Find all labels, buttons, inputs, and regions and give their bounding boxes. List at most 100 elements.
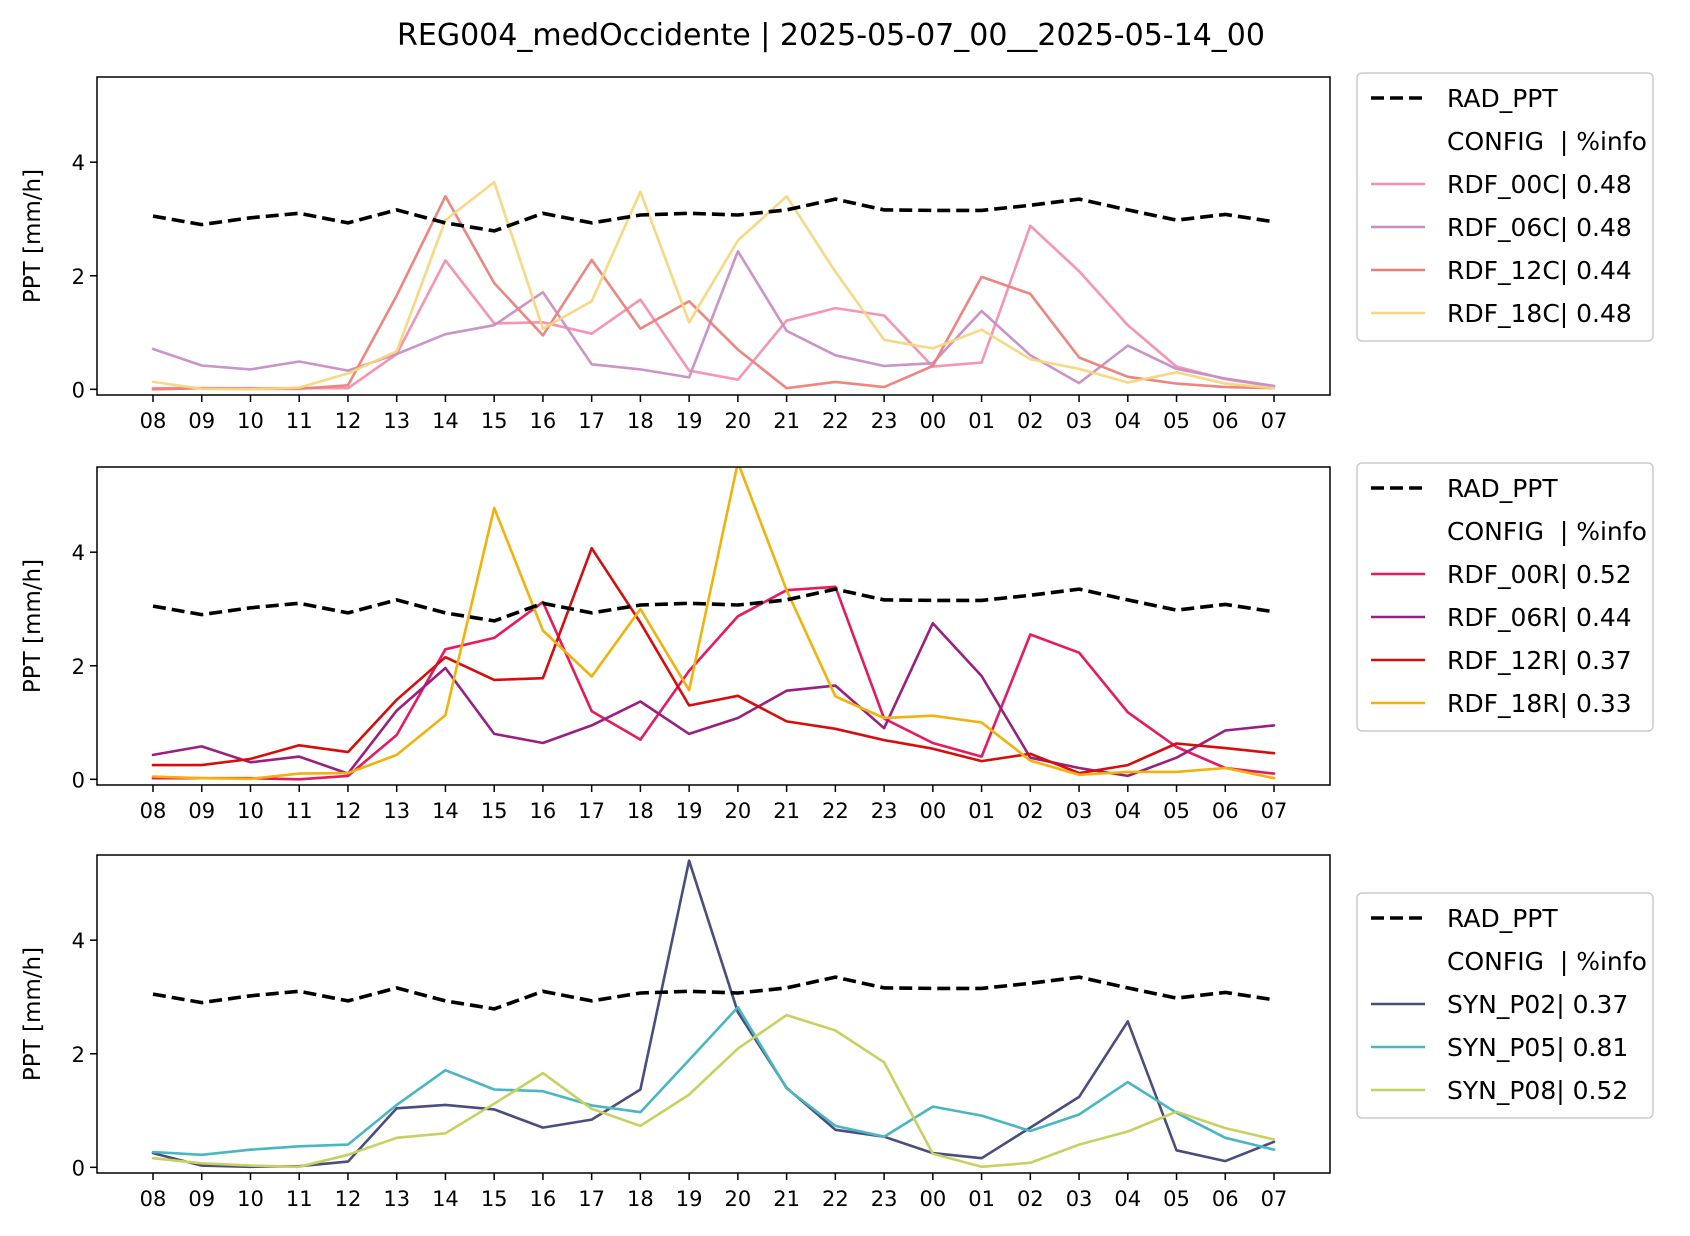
x-tick-label: 11 <box>286 799 313 823</box>
x-tick-label: 04 <box>1114 409 1141 433</box>
legend-label: RAD_PPT <box>1447 474 1558 503</box>
series-line <box>152 197 1275 233</box>
x-tick-label: 03 <box>1066 1187 1093 1211</box>
x-tick-label: 00 <box>919 1187 946 1211</box>
x-tick-label: 10 <box>237 409 264 433</box>
x-tick-label: 15 <box>481 1187 508 1211</box>
x-tick-label: 09 <box>188 799 215 823</box>
y-tick-label: 4 <box>72 151 85 175</box>
x-tick-label: 04 <box>1114 799 1141 823</box>
series-group <box>151 859 1276 1169</box>
legend-label: SYN_P08| 0.52 <box>1447 1076 1628 1105</box>
series-line <box>151 467 1276 781</box>
x-tick-label: 19 <box>676 409 703 433</box>
legend-header: CONFIG | %info <box>1447 517 1647 546</box>
x-tick-label: 11 <box>286 409 313 433</box>
x-tick-label: 06 <box>1212 1187 1239 1211</box>
y-axis-label: PPT [mm/h] <box>20 559 46 693</box>
y-tick-label: 0 <box>72 378 85 402</box>
x-tick-label: 18 <box>627 1187 654 1211</box>
x-tick-label: 17 <box>578 1187 605 1211</box>
x-tick-label: 23 <box>871 799 898 823</box>
x-tick-label: 02 <box>1017 799 1044 823</box>
x-tick-label: 09 <box>188 409 215 433</box>
x-tick-label: 02 <box>1017 1187 1044 1211</box>
x-tick-label: 13 <box>383 799 410 823</box>
x-tick-label: 04 <box>1114 1187 1141 1211</box>
x-tick-label: 13 <box>383 409 410 433</box>
series-line <box>151 585 1276 781</box>
legend-label: RDF_06C| 0.48 <box>1447 213 1632 242</box>
y-tick-label: 4 <box>72 929 85 953</box>
series-line <box>152 587 1275 623</box>
x-tick-label: 18 <box>627 409 654 433</box>
series-line <box>151 1013 1276 1169</box>
x-tick-label: 05 <box>1163 409 1190 433</box>
legend: RAD_PPT CONFIG | %info RDF_00R| 0.52 RDF_06… <box>1356 462 1654 732</box>
x-tick-label: 21 <box>773 1187 800 1211</box>
x-tick-label: 06 <box>1212 409 1239 433</box>
series-line <box>151 180 1276 391</box>
series-group <box>151 467 1276 781</box>
x-tick-label: 10 <box>237 1187 264 1211</box>
axes-frame <box>96 466 1331 786</box>
y-axis-label: PPT [mm/h] <box>20 169 46 303</box>
x-tick-label: 20 <box>725 1187 752 1211</box>
x-tick-label: 14 <box>432 409 459 433</box>
y-tick-label: 2 <box>72 265 85 289</box>
x-tick-label: 12 <box>335 409 362 433</box>
legend-label: RDF_18R| 0.33 <box>1447 689 1632 718</box>
x-tick-label: 07 <box>1261 1187 1288 1211</box>
legend: RAD_PPT CONFIG | %info RDF_00C| 0.48 RDF_06… <box>1356 72 1654 342</box>
x-tick-label: 03 <box>1066 409 1093 433</box>
x-tick-label: 02 <box>1017 409 1044 433</box>
x-tick-label: 14 <box>432 799 459 823</box>
x-tick-label: 22 <box>822 409 849 433</box>
x-tick-label: 07 <box>1261 409 1288 433</box>
legend-label: SYN_P05| 0.81 <box>1447 1033 1628 1062</box>
series-line <box>151 621 1276 778</box>
x-tick-label: 17 <box>578 799 605 823</box>
legend-header: CONFIG | %info <box>1447 127 1647 156</box>
legend-frame <box>1356 462 1654 732</box>
x-tick-label: 16 <box>530 799 557 823</box>
figure-title: REG004_medOccidente | 2025-05-07_00__202… <box>397 18 1265 53</box>
legend-frame <box>1356 892 1654 1119</box>
series-line <box>151 1005 1276 1157</box>
x-tick-label: 01 <box>968 409 995 433</box>
y-tick-label: 0 <box>72 1156 85 1180</box>
y-tick-label: 4 <box>72 541 85 565</box>
x-tick-label: 14 <box>432 1187 459 1211</box>
x-tick-label: 18 <box>627 799 654 823</box>
x-tick-label: 05 <box>1163 799 1190 823</box>
y-tick-label: 2 <box>72 1043 85 1067</box>
y-axis-label: PPT [mm/h] <box>20 947 46 1081</box>
x-tick-label: 20 <box>725 799 752 823</box>
x-tick-label: 09 <box>188 1187 215 1211</box>
legend-label: RDF_00R| 0.52 <box>1447 560 1632 589</box>
x-tick-label: 16 <box>530 1187 557 1211</box>
x-tick-label: 13 <box>383 1187 410 1211</box>
x-tick-label: 01 <box>968 1187 995 1211</box>
x-tick-label: 23 <box>871 1187 898 1211</box>
x-tick-label: 15 <box>481 409 508 433</box>
legend-label: RDF_00C| 0.48 <box>1447 170 1632 199</box>
y-tick-label: 0 <box>72 768 85 792</box>
legend-label: RAD_PPT <box>1447 84 1558 113</box>
x-tick-label: 22 <box>822 799 849 823</box>
x-tick-label: 21 <box>773 799 800 823</box>
series-line <box>151 250 1276 388</box>
x-tick-label: 12 <box>335 799 362 823</box>
legend-header: CONFIG | %info <box>1447 947 1647 976</box>
x-tick-label: 08 <box>140 409 167 433</box>
x-tick-label: 00 <box>919 409 946 433</box>
x-tick-label: 16 <box>530 409 557 433</box>
x-tick-label: 21 <box>773 409 800 433</box>
x-tick-label: 23 <box>871 409 898 433</box>
series-line <box>152 975 1275 1011</box>
x-tick-label: 08 <box>140 1187 167 1211</box>
